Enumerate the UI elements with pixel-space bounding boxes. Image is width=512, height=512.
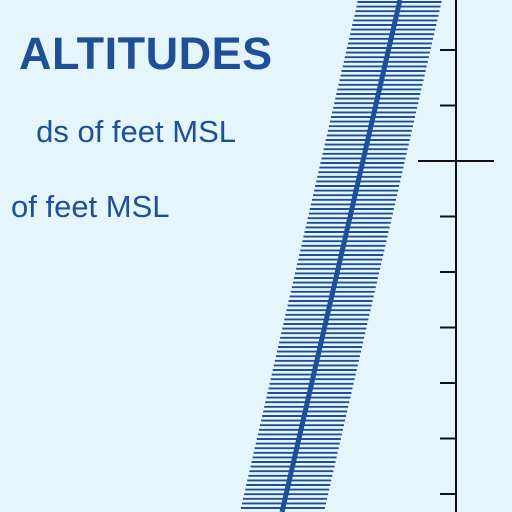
altitudes-heading: ALTITUDES: [19, 28, 273, 79]
hatched-route-band: [240, 0, 442, 512]
altitude-units-line-1: ds of feet MSL: [36, 114, 236, 149]
altitude-units-line-2: of feet MSL: [11, 189, 170, 224]
vertical-tick-scale: [418, 0, 494, 512]
band-centerline: [279, 0, 403, 512]
